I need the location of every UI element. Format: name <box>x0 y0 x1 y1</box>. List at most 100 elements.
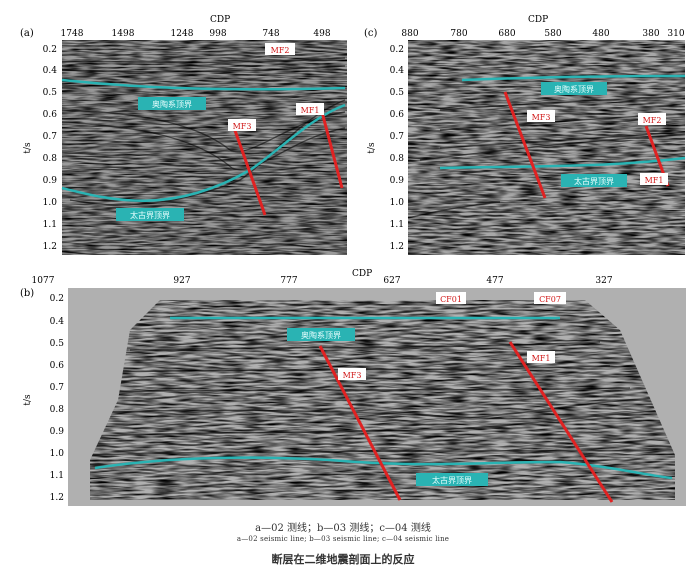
fault-trace <box>318 345 402 501</box>
time-tick: 1.1 <box>43 220 57 230</box>
cdp-axis: 880 780 680 580 480 380 310 <box>401 29 684 39</box>
cdp-tick: 780 <box>450 29 467 39</box>
time-tick: 1.0 <box>390 198 405 208</box>
fault-label: CF07 <box>539 295 561 304</box>
horizon-ordovician <box>461 74 686 82</box>
cdp-axis: 1748 1498 1248 998 748 498 <box>61 29 331 39</box>
reflectors <box>61 57 346 206</box>
time-tick: 0.7 <box>43 132 58 142</box>
fault-trace <box>230 121 267 216</box>
time-tick: 0.2 <box>50 294 64 304</box>
time-tick: 0.9 <box>390 176 405 186</box>
cdp-tick: 777 <box>280 276 297 286</box>
fault-label-box <box>527 110 555 122</box>
cdp-axis: 1077 927 777 627 477 327 <box>32 276 613 286</box>
horizon-label: 太古界顶界 <box>432 475 472 485</box>
fault-label-box <box>228 119 256 131</box>
time-axis-label: t/s <box>23 394 33 406</box>
fault-label: MF3 <box>233 122 252 131</box>
time-tick: 0.4 <box>50 317 65 327</box>
horizon-label-box <box>287 328 355 341</box>
cdp-tick: 498 <box>313 29 330 39</box>
time-axis-label: t/s <box>23 142 33 154</box>
time-tick: 0.6 <box>390 110 405 120</box>
time-tick: 0.2 <box>43 45 57 55</box>
cdp-tick: 1748 <box>61 29 84 39</box>
cdp-tick: 748 <box>262 29 279 39</box>
time-tick: 1.2 <box>390 242 404 252</box>
fault-label-box <box>638 113 666 125</box>
figure-caption-title: 断层在二维地震剖面上的反应 <box>271 553 415 566</box>
fault-label: MF1 <box>532 354 551 363</box>
horizon-archean <box>61 103 346 202</box>
horizon-label-box <box>561 174 627 187</box>
time-tick: 1.2 <box>43 242 57 252</box>
cdp-tick: 998 <box>209 29 226 39</box>
fault-label: MF1 <box>645 176 664 185</box>
time-axis: 0.2 0.4 0.5 0.6 0.7 0.8 0.9 1.0 1.1 1.2 <box>43 45 58 252</box>
time-axis: 0.2 0.4 0.5 0.6 0.7 0.8 0.9 1.0 1.1 1.2 <box>390 45 405 252</box>
panel-letter: (b) <box>20 288 34 299</box>
time-tick: 0.9 <box>50 427 65 437</box>
fault-label: MF1 <box>301 106 320 115</box>
fault-trace <box>320 111 344 189</box>
cdp-tick: 1248 <box>171 29 194 39</box>
fault-label-box <box>265 43 295 55</box>
fault-label: MF2 <box>271 46 290 55</box>
fault-trace <box>503 91 547 199</box>
cdp-tick: 580 <box>544 29 561 39</box>
time-tick: 0.4 <box>390 66 405 76</box>
time-tick: 0.5 <box>390 88 405 98</box>
horizon-label: 太古界顶界 <box>574 176 614 186</box>
cdp-title: CDP <box>352 269 372 279</box>
panel-c: (c) CDP 880 780 680 580 480 380 310 0.2 … <box>364 15 686 255</box>
time-tick: 1.0 <box>43 198 58 208</box>
fault-label: MF2 <box>643 116 662 125</box>
horizon-ordovician <box>61 78 346 91</box>
time-tick: 0.4 <box>43 66 58 76</box>
time-tick: 0.6 <box>50 361 65 371</box>
time-tick: 1.2 <box>50 493 64 503</box>
cdp-tick: 380 <box>642 29 659 39</box>
cdp-tick: 1498 <box>112 29 135 39</box>
cdp-tick: 327 <box>595 276 612 286</box>
time-tick: 0.8 <box>50 405 65 415</box>
horizon-label: 奥陶系顶界 <box>554 84 594 94</box>
panel-a: (a) CDP 1748 1498 1248 998 748 498 0.2 0… <box>20 15 347 255</box>
time-tick: 1.1 <box>390 220 404 230</box>
time-tick: 0.5 <box>43 88 58 98</box>
fault-label-box <box>436 292 466 304</box>
time-tick: 0.9 <box>43 176 58 186</box>
horizon-label: 太古界顶界 <box>130 210 170 220</box>
fault-label-box <box>338 368 366 380</box>
horizon-label-box <box>138 97 206 110</box>
horizon-archean <box>439 156 686 170</box>
seismic-traces <box>62 40 347 255</box>
cdp-tick: 927 <box>173 276 190 286</box>
time-tick: 0.2 <box>390 45 404 55</box>
panel-letter: (a) <box>20 28 34 39</box>
figure-caption-legend-en: a—02 seismic line; b—03 seismic line; c—… <box>236 535 450 543</box>
cdp-tick: 477 <box>486 276 503 286</box>
fault-label: CF01 <box>440 295 462 304</box>
cdp-title: CDP <box>528 15 548 25</box>
time-axis: 0.2 0.4 0.5 0.6 0.7 0.8 0.9 1.0 1.1 1.2 <box>50 294 65 503</box>
horizon-label: 奥陶系顶界 <box>152 99 192 109</box>
fault-label: MF3 <box>532 113 551 122</box>
time-tick: 1.1 <box>50 471 64 481</box>
time-tick: 0.7 <box>390 132 405 142</box>
cdp-tick: 627 <box>383 276 400 286</box>
reflectors <box>90 341 675 456</box>
fault-label-box <box>296 103 324 115</box>
fault-label-box <box>534 292 566 304</box>
time-tick: 0.8 <box>43 154 58 164</box>
horizon-label-box <box>116 208 184 221</box>
panel-b: (b) CDP 1077 927 777 627 477 327 0.2 0.4… <box>20 269 686 506</box>
horizon-archean <box>94 456 673 480</box>
time-tick: 0.5 <box>50 339 65 349</box>
time-tick: 0.7 <box>50 383 65 393</box>
seismic-figure: (a) CDP 1748 1498 1248 998 748 498 0.2 0… <box>20 15 686 506</box>
cdp-tick: 480 <box>592 29 609 39</box>
time-tick: 0.8 <box>390 154 405 164</box>
fault-trace <box>508 341 614 503</box>
